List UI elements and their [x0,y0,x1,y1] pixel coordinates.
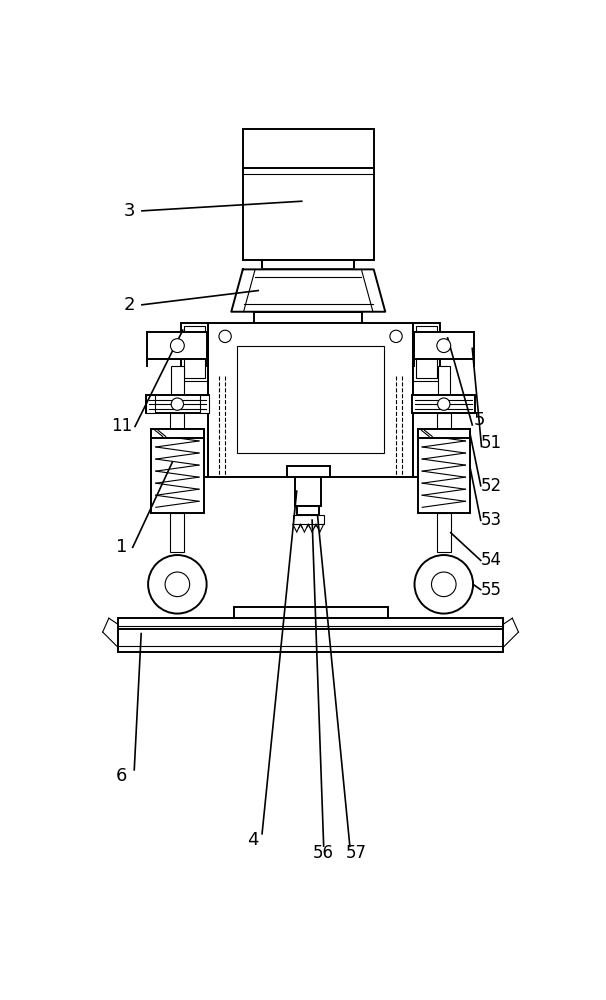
Bar [151,429,204,513]
Bar [293,515,324,524]
Bar [413,323,440,477]
Circle shape [390,330,402,343]
Bar [238,346,384,453]
Bar [147,332,207,359]
Bar [418,429,470,513]
Bar [146,395,155,413]
Text: 4: 4 [247,831,259,849]
Circle shape [431,572,456,597]
Polygon shape [231,269,385,312]
Circle shape [437,339,451,353]
Text: 53: 53 [481,511,502,529]
Bar [418,429,470,438]
Bar [118,618,503,652]
Circle shape [165,572,190,597]
Bar [233,607,388,618]
Text: 55: 55 [481,581,502,599]
Circle shape [171,398,184,410]
Bar [437,413,451,429]
Text: 51: 51 [481,434,502,452]
Text: 57: 57 [345,844,367,862]
Circle shape [219,330,231,343]
Bar [255,312,362,323]
Text: 11: 11 [112,417,133,435]
Bar [208,323,413,477]
Text: 6: 6 [116,767,128,785]
Bar [171,366,184,395]
Bar [416,326,437,378]
Text: 1: 1 [116,538,128,556]
Circle shape [148,555,207,614]
Bar [181,323,208,477]
Circle shape [170,339,184,353]
Bar [438,366,450,395]
Bar [287,466,330,477]
Bar [412,395,475,413]
Bar [170,413,184,429]
Bar [295,477,321,506]
Text: 54: 54 [481,551,502,569]
Text: 56: 56 [313,844,334,862]
Bar [184,326,205,378]
Bar [298,506,319,515]
Bar [200,395,209,413]
Bar [146,395,209,413]
Bar [243,129,374,260]
Text: 5: 5 [473,411,485,429]
Circle shape [415,555,473,614]
Bar [151,429,204,438]
Bar [170,513,184,552]
Text: 52: 52 [481,477,502,495]
Bar [262,260,355,269]
Bar [437,513,451,552]
Bar [414,332,474,359]
Circle shape [438,398,450,410]
Text: 2: 2 [124,296,135,314]
Text: 3: 3 [124,202,135,220]
